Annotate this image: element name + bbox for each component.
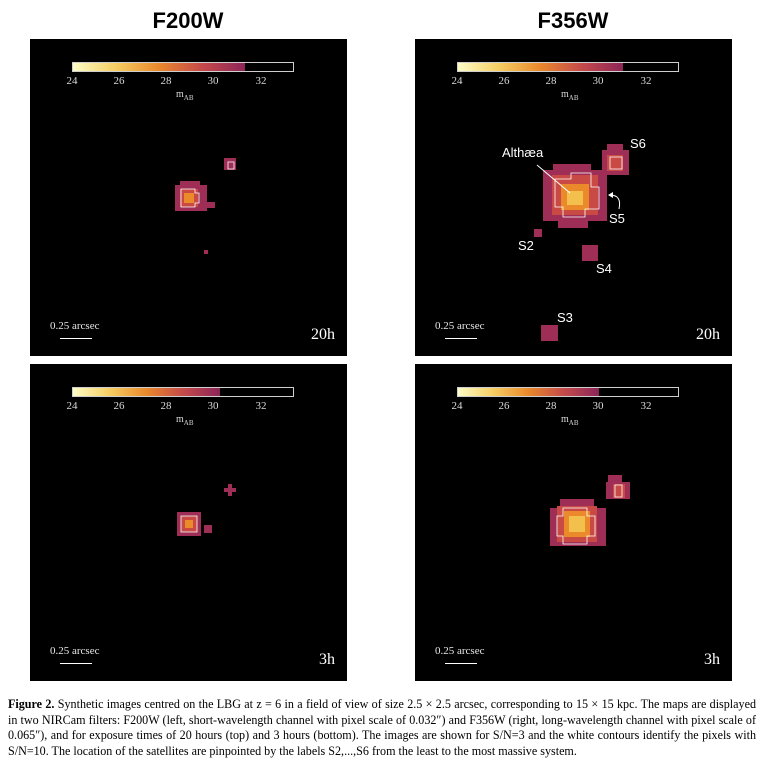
panel-f200w-3h: 24 26 28 30 32 mAB 0.25 arcsec 3h xyxy=(30,364,347,681)
colorbar-tick: 24 xyxy=(66,400,78,412)
colorbar-unit: mAB xyxy=(176,414,194,427)
column-title-f200w: F200W xyxy=(152,8,224,33)
scalebar-label: 0.25 arcsec xyxy=(50,320,100,332)
colorbar-tick: 30 xyxy=(207,75,219,87)
colorbar xyxy=(72,387,294,397)
colorbar-tick: 28 xyxy=(160,400,172,412)
scalebar xyxy=(60,663,92,664)
panel-f356w-20h: 24 26 28 30 32 mAB Althæa S6 S5 S2 S4 S3… xyxy=(415,39,732,356)
colorbar-unit: mAB xyxy=(561,89,579,102)
colorbar-tick: 28 xyxy=(160,75,172,87)
colorbar-tick: 28 xyxy=(545,75,557,87)
colorbar-tick: 30 xyxy=(592,75,604,87)
galaxy-map xyxy=(534,144,629,341)
label-s6: S6 xyxy=(630,136,646,151)
colorbar-tick: 30 xyxy=(592,400,604,412)
scalebar xyxy=(60,338,92,339)
label-s4: S4 xyxy=(596,261,612,276)
galaxy-map xyxy=(177,484,236,536)
caption-label: Figure 2. xyxy=(8,697,55,711)
label-s5: S5 xyxy=(609,211,625,226)
colorbar-tick: 32 xyxy=(255,75,267,87)
colorbar-tick: 24 xyxy=(451,75,463,87)
scalebar-label: 0.25 arcsec xyxy=(435,320,485,332)
scalebar-label: 0.25 arcsec xyxy=(50,645,100,657)
exposure-label: 3h xyxy=(704,651,720,668)
colorbar-tick: 26 xyxy=(498,75,510,87)
colorbar-tick: 32 xyxy=(640,75,652,87)
colorbar-tick: 26 xyxy=(113,75,125,87)
colorbar-unit: mAB xyxy=(561,414,579,427)
galaxy-map xyxy=(550,475,630,546)
galaxy-map xyxy=(175,158,236,254)
panel-f356w-3h: 24 26 28 30 32 mAB 0.25 arcsec 3h xyxy=(415,364,732,681)
scalebar-label: 0.25 arcsec xyxy=(435,645,485,657)
label-althaea: Althæa xyxy=(502,145,544,160)
colorbar-tick: 30 xyxy=(207,400,219,412)
column-title-f356w: F356W xyxy=(537,8,609,33)
figure-caption: Figure 2. Synthetic images centred on th… xyxy=(8,697,756,759)
colorbar-tick: 32 xyxy=(640,400,652,412)
colorbar-unit: mAB xyxy=(176,89,194,102)
scalebar xyxy=(445,338,477,339)
exposure-label: 20h xyxy=(311,326,335,343)
colorbar-tick: 28 xyxy=(545,400,557,412)
caption-text: Synthetic images centred on the LBG at z… xyxy=(8,697,756,758)
label-s3: S3 xyxy=(557,310,573,325)
colorbar xyxy=(457,62,679,72)
colorbar-tick: 24 xyxy=(66,75,78,87)
panel-f200w-20h: 24 26 28 30 32 mAB 0.25 arcsec 20h xyxy=(30,39,347,356)
scalebar xyxy=(445,663,477,664)
exposure-label: 20h xyxy=(696,326,720,343)
colorbar-tick: 24 xyxy=(451,400,463,412)
colorbar xyxy=(457,387,679,397)
label-s2: S2 xyxy=(518,238,534,253)
colorbar-tick: 32 xyxy=(255,400,267,412)
exposure-label: 3h xyxy=(319,651,335,668)
colorbar xyxy=(72,62,294,72)
colorbar-tick: 26 xyxy=(498,400,510,412)
colorbar-tick: 26 xyxy=(113,400,125,412)
